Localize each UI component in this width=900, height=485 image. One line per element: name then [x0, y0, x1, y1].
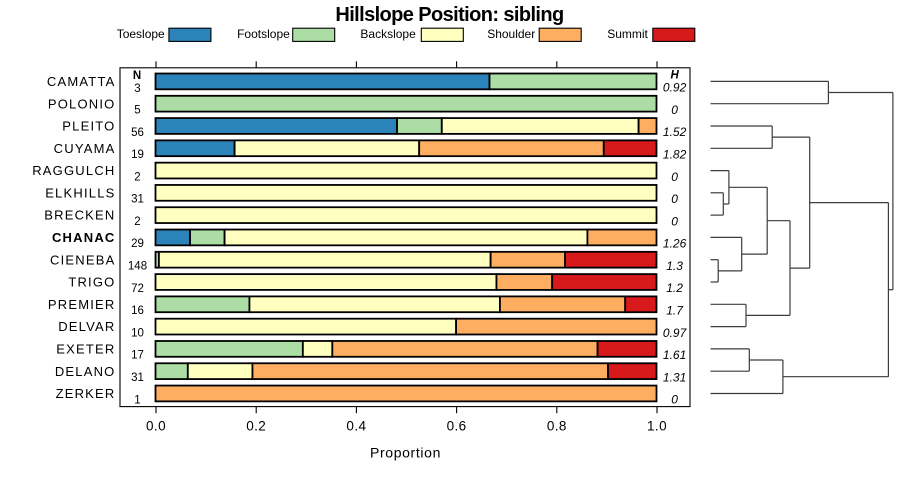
svg-text:H: H — [670, 70, 679, 82]
svg-text:0: 0 — [671, 170, 678, 184]
svg-text:CIENEBA: CIENEBA — [50, 252, 115, 267]
svg-text:Toeslope: Toeslope — [117, 27, 165, 41]
svg-text:2: 2 — [134, 216, 140, 228]
svg-text:RAGGULCH: RAGGULCH — [32, 163, 115, 178]
svg-text:CHANAC: CHANAC — [52, 230, 116, 245]
svg-text:5: 5 — [134, 105, 140, 117]
svg-text:DELANO: DELANO — [55, 364, 116, 379]
svg-text:Shoulder: Shoulder — [487, 27, 535, 41]
svg-text:0.6: 0.6 — [447, 418, 467, 433]
svg-text:1.7: 1.7 — [666, 304, 684, 318]
svg-text:72: 72 — [131, 283, 144, 295]
svg-text:0: 0 — [671, 393, 678, 407]
svg-text:Hillslope Position: sibling: Hillslope Position: sibling — [335, 4, 563, 26]
svg-text:DELVAR: DELVAR — [58, 319, 115, 334]
svg-text:PREMIER: PREMIER — [48, 297, 116, 312]
svg-text:0.2: 0.2 — [246, 418, 266, 433]
svg-text:Proportion: Proportion — [370, 445, 441, 461]
svg-text:PLEITO: PLEITO — [62, 119, 115, 134]
svg-text:N: N — [133, 70, 141, 82]
svg-text:0.92: 0.92 — [663, 81, 687, 95]
svg-text:1.3: 1.3 — [666, 259, 683, 273]
svg-text:16: 16 — [131, 305, 144, 317]
svg-text:ZERKER: ZERKER — [56, 386, 116, 401]
svg-text:Summit: Summit — [607, 27, 648, 41]
svg-text:BRECKEN: BRECKEN — [44, 208, 115, 223]
svg-text:CAMATTA: CAMATTA — [47, 74, 116, 89]
svg-text:1.2: 1.2 — [666, 281, 683, 295]
svg-text:3: 3 — [134, 83, 140, 95]
svg-text:31: 31 — [131, 194, 144, 206]
svg-text:1.26: 1.26 — [663, 237, 687, 251]
svg-text:0: 0 — [671, 192, 678, 206]
svg-text:31: 31 — [131, 372, 144, 384]
svg-text:Footslope: Footslope — [237, 27, 290, 41]
svg-text:ELKHILLS: ELKHILLS — [45, 185, 115, 200]
svg-text:0.4: 0.4 — [346, 418, 366, 433]
svg-text:19: 19 — [131, 149, 144, 161]
svg-text:0.0: 0.0 — [146, 418, 166, 433]
svg-text:TRIGO: TRIGO — [68, 275, 115, 290]
svg-text:CUYAMA: CUYAMA — [54, 141, 116, 156]
svg-text:1.61: 1.61 — [663, 348, 686, 362]
svg-text:EXETER: EXETER — [56, 342, 115, 357]
svg-text:1.0: 1.0 — [647, 418, 667, 433]
svg-text:29: 29 — [131, 238, 144, 250]
svg-text:0.8: 0.8 — [547, 418, 567, 433]
svg-text:0.97: 0.97 — [663, 326, 688, 340]
svg-text:POLONIO: POLONIO — [48, 96, 116, 111]
svg-text:0: 0 — [671, 103, 678, 117]
svg-text:148: 148 — [128, 261, 147, 273]
svg-text:1.82: 1.82 — [663, 148, 687, 162]
svg-text:0: 0 — [671, 214, 678, 228]
svg-text:56: 56 — [131, 127, 144, 139]
svg-text:Backslope: Backslope — [360, 27, 416, 41]
svg-text:1.31: 1.31 — [663, 370, 686, 384]
svg-text:1: 1 — [134, 394, 140, 406]
svg-text:17: 17 — [131, 350, 144, 362]
svg-text:2: 2 — [134, 171, 140, 183]
svg-text:10: 10 — [131, 327, 144, 339]
svg-text:1.52: 1.52 — [663, 125, 687, 139]
